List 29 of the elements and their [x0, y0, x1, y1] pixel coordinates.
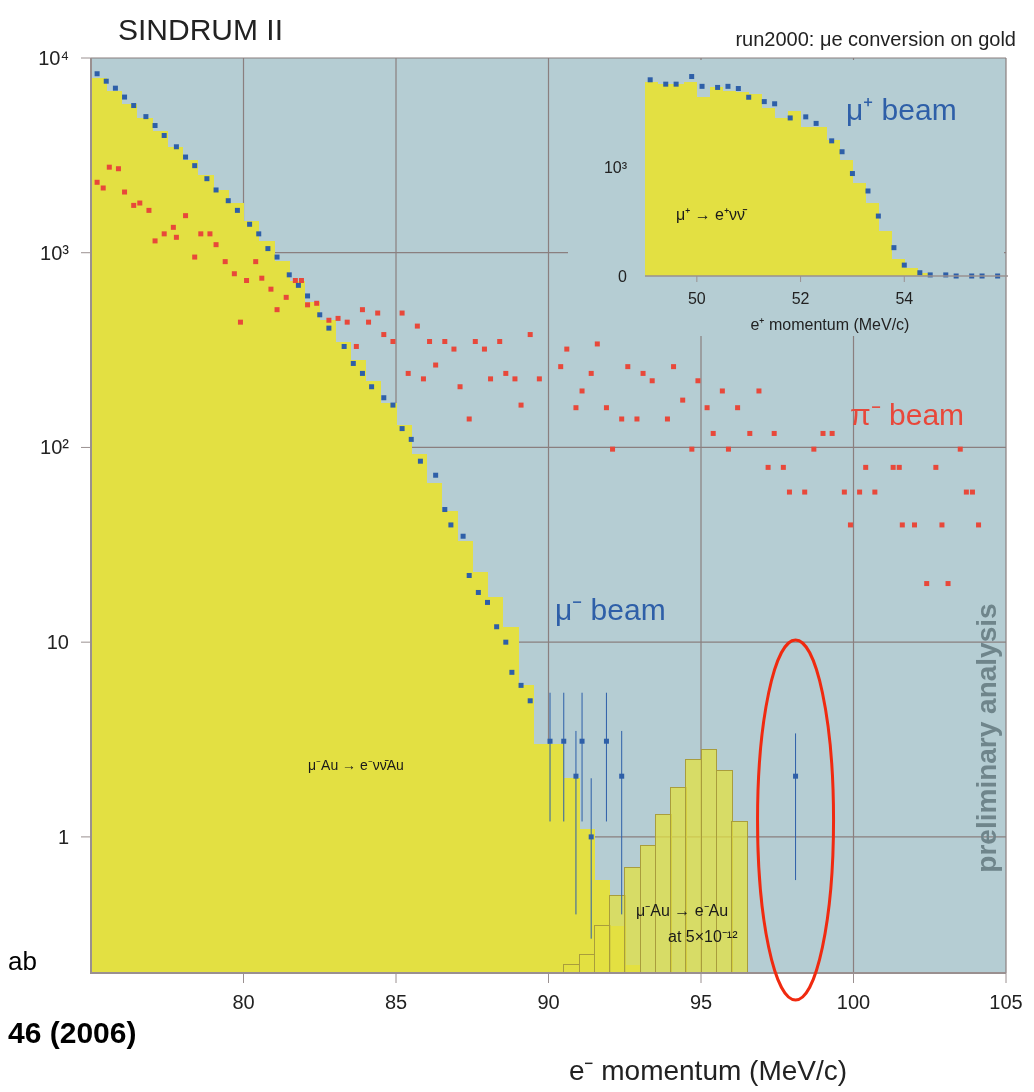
y-tick-label: 10 — [46, 631, 69, 654]
y-tick-label: 0 — [618, 267, 628, 285]
y-tick-label: 1 — [57, 825, 69, 848]
text: 46 (2006) — [8, 1016, 137, 1049]
chart-subtitle: run2000: μe conversion on gold — [735, 28, 1016, 50]
x-tick-label: 80 — [232, 991, 255, 1013]
x-axis-title: e⁺ momentum (MeV/c) — [750, 316, 910, 333]
chart-title: SINDRUM II — [118, 13, 283, 46]
series-label: μ⁻Au → e⁻Au at 5×10⁻¹² — [636, 902, 739, 945]
y-tick-label: 10⁴ — [38, 47, 69, 69]
x-tick-label: 54 — [895, 290, 914, 307]
y-tick-label: 10³ — [603, 158, 628, 176]
x-tick-label: 100 — [836, 991, 871, 1013]
y-tick-label: 10³ — [40, 241, 70, 264]
text: ab — [8, 946, 37, 976]
series-label: π⁻ beam — [850, 398, 965, 431]
x-tick-label: 105 — [989, 991, 1023, 1013]
annotation: preliminary analysis — [971, 603, 1002, 873]
series-label: μ⁺ beam — [846, 93, 957, 126]
x-tick-label: 85 — [384, 991, 408, 1013]
x-tick-label: 52 — [791, 290, 810, 307]
series-label: μ⁻ beam — [555, 593, 666, 626]
x-tick-label: 95 — [689, 991, 713, 1013]
x-tick-label: 90 — [537, 991, 560, 1013]
x-tick-label: 50 — [687, 290, 706, 307]
series-label: μ⁺ → e⁺νν̄ — [676, 206, 749, 223]
y-tick-label: 10² — [40, 436, 70, 459]
series-label: μ⁻Au → e⁻νν̄Au — [308, 757, 404, 773]
x-axis-title: e⁻ momentum (MeV/c) — [568, 1055, 848, 1086]
